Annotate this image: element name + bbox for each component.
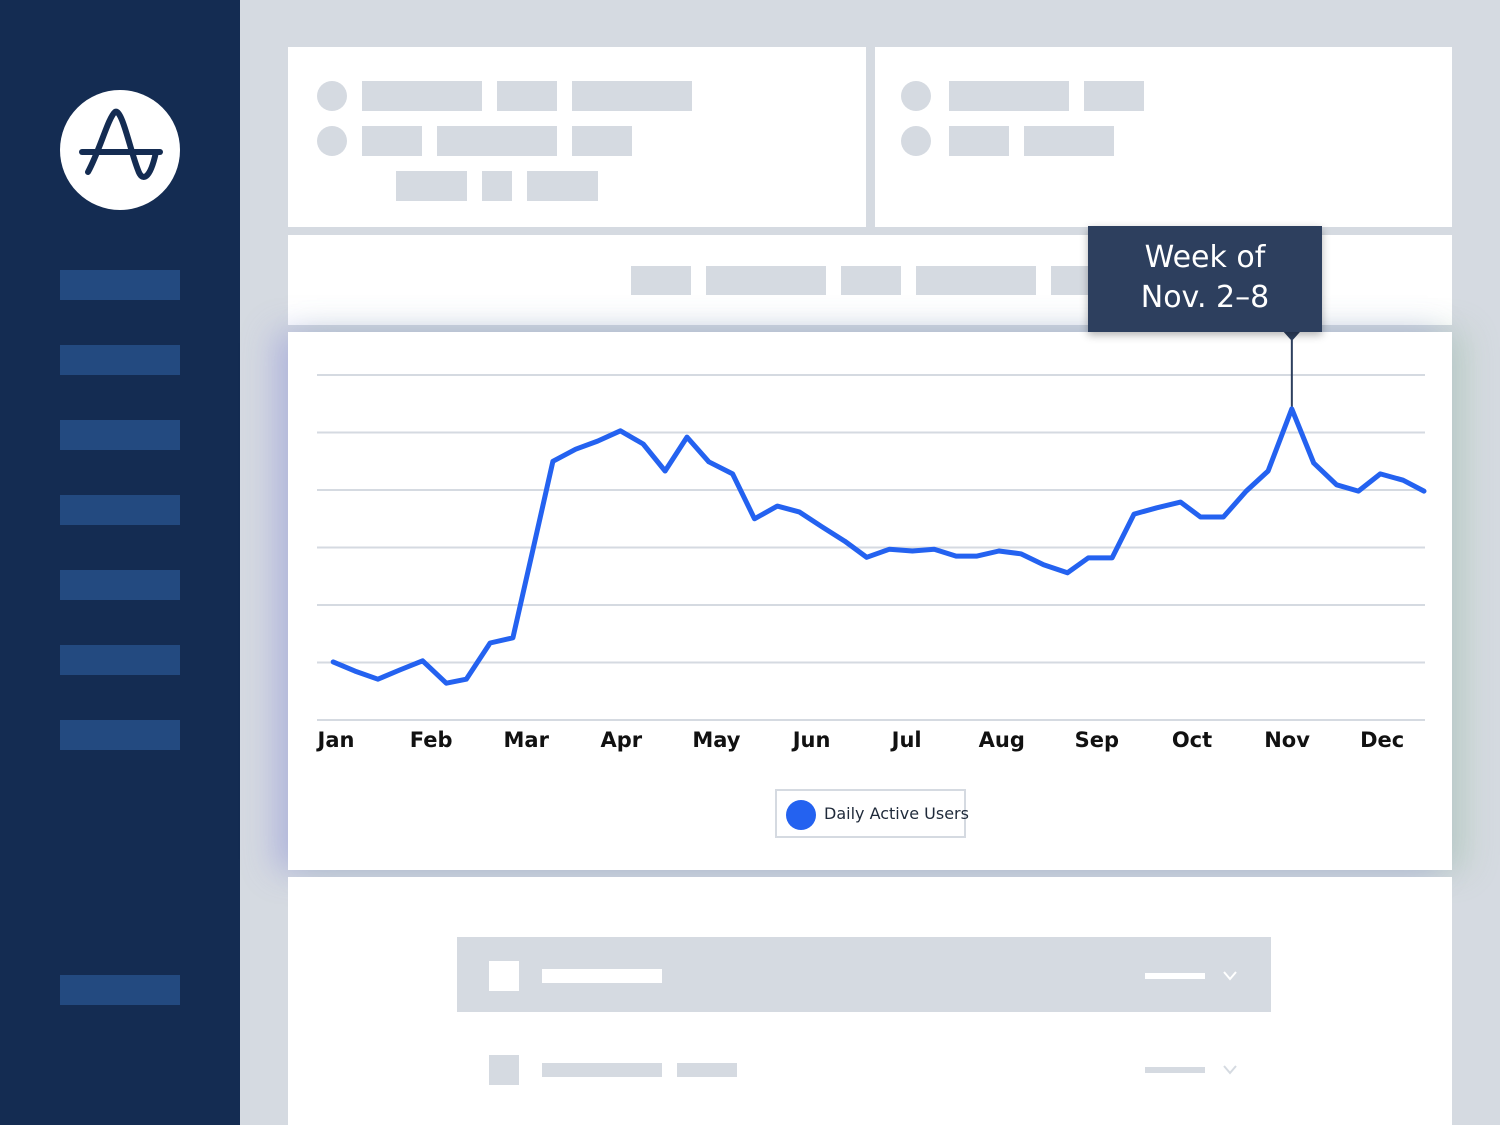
- x-tick-label: Jul: [890, 728, 922, 752]
- tooltip: Week of Nov. 2–8: [1088, 226, 1322, 332]
- x-tick-label: Oct: [1172, 728, 1212, 752]
- nav-item[interactable]: [60, 720, 180, 750]
- nav-item[interactable]: [60, 270, 180, 300]
- nav-item[interactable]: [60, 570, 180, 600]
- legend[interactable]: Daily Active Users: [775, 789, 969, 838]
- x-tick-label: Sep: [1075, 728, 1119, 752]
- x-tick-label: Feb: [410, 728, 453, 752]
- x-tick-label: Dec: [1360, 728, 1404, 752]
- nav-item[interactable]: [60, 495, 180, 525]
- legend-marker: [786, 800, 816, 830]
- x-tick-label: Aug: [979, 728, 1025, 752]
- sidebar: [0, 0, 240, 1125]
- tooltip-arrow: [1282, 331, 1301, 341]
- tooltip-line: Nov. 2–8: [1140, 280, 1270, 315]
- x-tick-label: Apr: [601, 728, 643, 752]
- tooltip-line: Week of: [1144, 240, 1266, 275]
- data-line: [330, 406, 1427, 686]
- x-tick-label: Jun: [791, 728, 831, 752]
- nav-item[interactable]: [60, 420, 180, 450]
- nav-item[interactable]: [60, 345, 180, 375]
- nav-item[interactable]: [60, 645, 180, 675]
- info-card: [288, 47, 866, 227]
- x-tick-label: May: [692, 728, 740, 752]
- x-tick-label: Mar: [504, 728, 550, 752]
- legend-label: Daily Active Users: [824, 804, 969, 823]
- chart-card: [288, 332, 1452, 870]
- x-tick-label: Nov: [1264, 728, 1310, 752]
- info-card: [875, 47, 1452, 227]
- nav-item[interactable]: [60, 975, 180, 1005]
- x-tick-label: Jan: [316, 728, 355, 752]
- table-card: [288, 877, 1452, 1125]
- logo: [60, 90, 180, 210]
